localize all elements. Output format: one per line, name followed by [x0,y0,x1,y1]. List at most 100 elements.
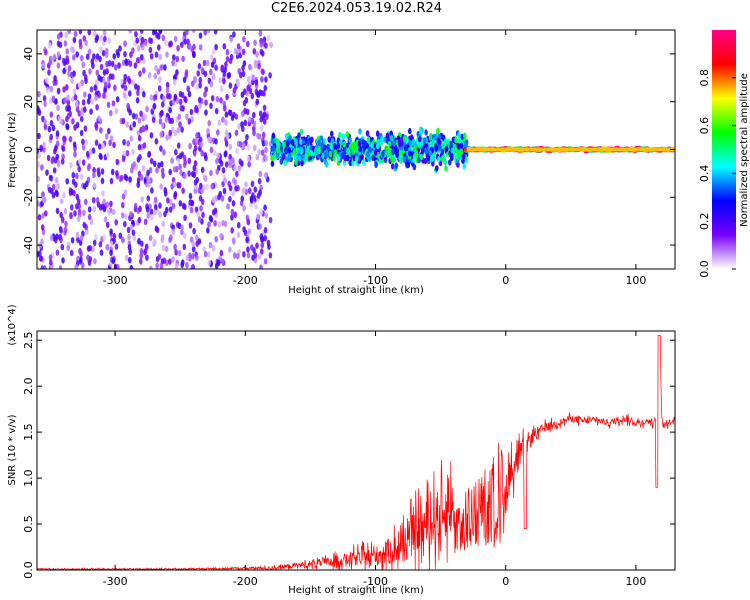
spectrogram-cell [48,58,53,66]
spectrogram-cell [246,40,250,48]
x-tick-label: -300 [103,575,128,588]
spectrogram-cell [124,58,128,65]
spectrogram-cell [454,136,458,144]
spectrogram-cell [380,135,384,143]
spectrogram-cell [263,227,268,234]
spectrogram-cell [42,95,47,102]
spectrogram-cell [292,149,297,156]
spectrogram-cell [264,146,268,154]
spectrogram-cell [228,109,233,117]
spectrogram-cell [95,69,100,76]
spectrogram-cell [221,258,225,265]
spectrogram-cell [120,212,125,219]
spectrogram-cell [199,205,203,212]
spectrogram-cell [247,187,252,194]
spectrogram-cell [281,153,286,160]
spectrogram-cell [168,258,172,265]
spectrogram-cell [109,249,113,256]
spectrogram-cell [90,98,95,105]
spectrogram-cell [236,231,241,239]
colorbar-tick-label: 0.8 [698,69,711,87]
spectrogram-cell [114,243,119,250]
spectrogram-cell [375,130,380,137]
spectrogram-cell [209,68,213,76]
spectrogram-cell [233,165,237,172]
spectrogram-cell [251,74,256,81]
spectrogram-cell [309,150,314,157]
spectrogram-cell [42,196,46,203]
spectrogram-cell [43,100,47,108]
spectrogram-cell [154,64,158,72]
spectrogram-cell [158,202,162,209]
spectrogram-cell [63,97,67,104]
spectrogram-cell [113,84,117,92]
spectrogram-cell [58,233,62,241]
spectrogram-cell [225,49,230,56]
spectrogram-cell [215,157,219,165]
spectrogram-cell [228,184,233,192]
spectrogram-cell [91,245,95,253]
spectrogram-cell [433,133,437,140]
spectrogram-cell [54,145,58,152]
spectrogram-cell [359,154,363,162]
spectrogram-cell [263,204,267,211]
y-tick-label: 2.5 [22,331,35,349]
spectrogram-cell [268,216,273,224]
spectrogram-cell [243,119,248,127]
spectrogram-cell [118,45,122,52]
spectrogram-cell [122,139,126,146]
spectrogram-cell [257,63,261,70]
spectrogram-cell [136,89,140,97]
spectrogram-cell [55,207,60,215]
spectrogram-cell [207,221,211,228]
spectrogram-cell [112,232,117,240]
spectrogram-cell [96,167,101,174]
spectrogram-cell [73,30,78,38]
spectrogram-cell [450,147,455,154]
spectrogram-cell [66,94,70,101]
spectrogram-cell [186,85,190,93]
spectrogram-cell [57,115,62,122]
spectrogram-cell [131,148,135,155]
spectrogram-cell [111,208,116,215]
spectrogram-cell [49,259,53,266]
spectrogram-cell [54,98,58,105]
spectrogram-cell [86,98,91,105]
spectrogram-cell [462,163,467,170]
spectrogram-cell [194,137,199,144]
spectrogram-cell [214,64,218,71]
spectrogram-cell [203,91,207,98]
spectrogram-cell [181,259,185,266]
spectrogram-cell [122,91,127,99]
spectrogram-cell [241,142,246,150]
spectrogram-cell [263,258,268,265]
snr-plot-area [37,331,675,570]
spectrogram-cell [123,84,128,92]
spectrogram-cell [161,172,165,179]
spectrogram-cell [202,246,206,253]
spectrogram-cell [218,190,222,198]
spectrogram-cell [223,66,227,73]
spectrogram-cell [55,130,60,137]
spectrogram-cell [106,101,111,109]
spectrogram-cell [95,34,99,42]
x-tick-label: -100 [363,575,388,588]
spectrogram-cell [209,169,213,177]
spectrogram-cell [198,77,203,84]
spectrogram-cell [165,81,170,89]
spectrogram-cell [166,197,170,204]
spectrogram-cell [270,138,275,145]
spectrogram-cell [342,141,347,148]
spectrogram-cell [191,246,196,253]
spectrogram-y-axis-title: Frequency (Hz) [7,112,18,188]
spectrogram-cell [141,125,146,132]
spectrogram-cell [329,143,334,151]
spectrogram-cell [248,63,252,71]
spectrogram-cell [146,195,151,202]
spectrogram-cell [45,86,50,94]
spectrogram-cell [263,235,268,242]
spectrogram-cell [139,258,143,265]
spectrogram-cell [153,30,158,34]
colorbar-tick-label: 0.0 [698,260,711,278]
